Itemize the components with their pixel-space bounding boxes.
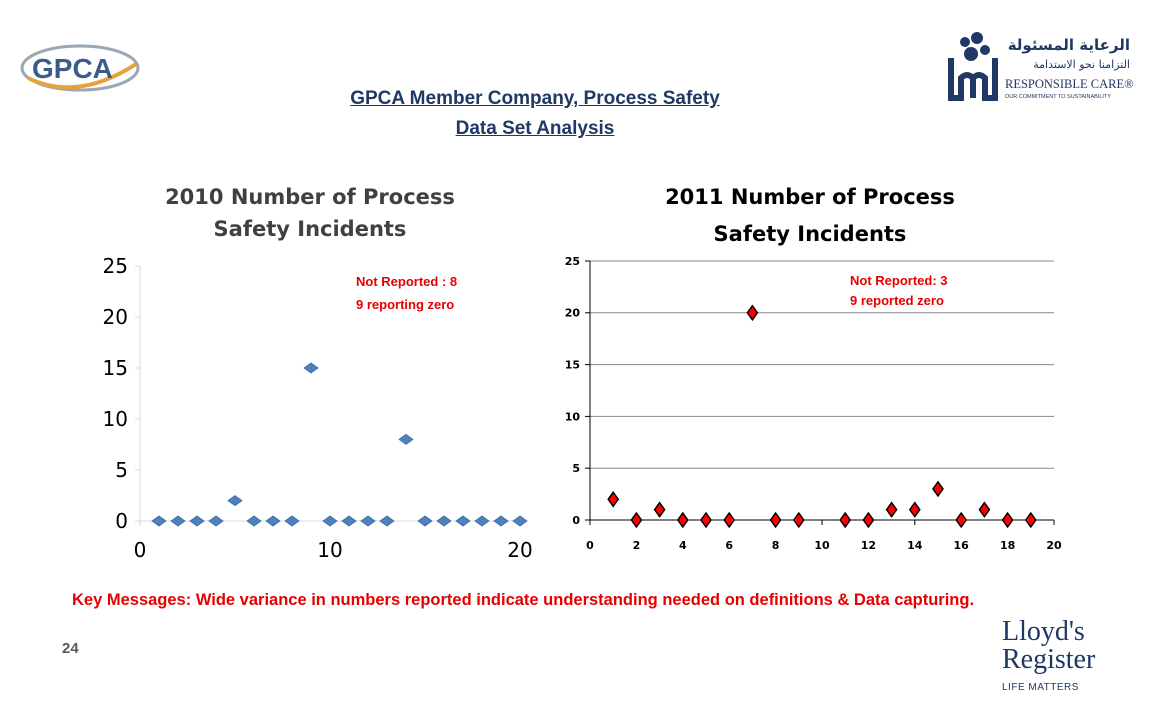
- svg-text:RESPONSIBLE CARE®: RESPONSIBLE CARE®: [1005, 77, 1134, 91]
- data-point-8: [792, 511, 805, 529]
- x-tick-label-3: 6: [725, 539, 733, 552]
- y-tick-label-3: 15: [103, 356, 128, 380]
- svg-text:OUR COMMITMENT TO SUSTAINABILI: OUR COMMITMENT TO SUSTAINABILITY: [1005, 94, 1111, 100]
- data-point-19: [512, 515, 528, 527]
- data-point-0: [151, 515, 167, 527]
- data-point-6: [746, 304, 759, 322]
- y-tick-label-3: 15: [565, 358, 580, 371]
- data-point-2: [653, 501, 666, 518]
- data-point-13: [932, 480, 944, 498]
- gpca-logo: GPCA: [18, 40, 143, 98]
- y-tick-label-2: 10: [565, 410, 581, 423]
- data-point-9: [839, 511, 852, 529]
- data-point-15: [978, 501, 991, 518]
- chart-2010-title-line1: 2010 Number of Process: [165, 185, 455, 209]
- y-tick-label-2: 10: [103, 407, 128, 431]
- data-point-7: [284, 515, 300, 527]
- x-tick-label-0: 0: [586, 539, 594, 552]
- responsible-care-logo: الرعاية المسئولة التزامنا نحو الاستدامة …: [945, 28, 1135, 104]
- data-point-10: [862, 511, 875, 529]
- y-tick-label-1: 5: [115, 458, 128, 482]
- x-tick-label-7: 14: [907, 539, 923, 552]
- data-point-3: [208, 515, 224, 527]
- y-tick-label-5: 25: [565, 255, 580, 268]
- y-tick-label-0: 0: [572, 514, 580, 527]
- data-point-16: [455, 515, 471, 527]
- x-tick-label-2: 4: [679, 539, 687, 552]
- data-point-14: [955, 511, 968, 529]
- svg-text:الرعاية المسئولة: الرعاية المسئولة: [1008, 36, 1130, 54]
- data-point-16: [1001, 511, 1014, 529]
- data-point-11: [885, 501, 898, 518]
- chart-2011-annotation-line2: 9 reported zero: [850, 293, 944, 308]
- x-tick-label-8: 16: [954, 539, 970, 552]
- page-number: 24: [62, 640, 79, 657]
- chart-2010-annotation-line1: Not Reported : 8: [356, 274, 457, 289]
- key-messages: Key Messages: Wide variance in numbers r…: [72, 591, 975, 609]
- x-tick-label-0: 0: [134, 538, 147, 562]
- chart-2010: 2010 Number of Process Safety Incidents …: [70, 170, 550, 565]
- data-point-15: [436, 515, 452, 527]
- svg-text:GPCA: GPCA: [32, 53, 113, 84]
- data-point-18: [493, 515, 509, 527]
- data-point-11: [360, 515, 376, 527]
- data-point-10: [341, 515, 357, 527]
- slide-title-line1: GPCA Member Company, Process Safety: [350, 88, 720, 109]
- x-tick-label-10: 20: [1046, 539, 1062, 552]
- data-point-4: [227, 495, 243, 507]
- svg-text:Register: Register: [1002, 644, 1096, 675]
- y-tick-label-4: 20: [103, 305, 128, 329]
- x-tick-label-9: 18: [1000, 539, 1015, 552]
- chart-2011-title-line2: Safety Incidents: [714, 222, 907, 246]
- data-point-2: [189, 515, 205, 527]
- svg-text:Lloyd's: Lloyd's: [1002, 616, 1085, 647]
- data-point-17: [474, 515, 490, 527]
- data-point-1: [630, 511, 643, 529]
- y-tick-label-5: 25: [103, 254, 128, 278]
- x-tick-label-1: 10: [317, 538, 342, 562]
- data-point-9: [322, 515, 338, 527]
- data-point-14: [417, 515, 433, 527]
- data-point-12: [908, 501, 921, 518]
- x-tick-label-6: 12: [861, 539, 876, 552]
- x-tick-label-4: 8: [772, 539, 780, 552]
- chart-2010-annotation-line2: 9 reporting zero: [356, 297, 454, 312]
- chart-2011: 2011 Number of Process Safety Incidents …: [555, 170, 1065, 565]
- chart-2011-title-line1: 2011 Number of Process: [665, 185, 955, 209]
- data-point-3: [676, 511, 689, 529]
- chart-2011-annotation-line1: Not Reported: 3: [850, 273, 948, 288]
- data-point-8: [303, 362, 319, 374]
- data-point-6: [265, 515, 281, 527]
- x-tick-label-5: 10: [814, 539, 830, 552]
- data-point-13: [398, 433, 414, 445]
- y-tick-label-0: 0: [115, 509, 128, 533]
- data-point-7: [769, 511, 782, 529]
- lloyds-register-logo: Lloyd's Register LIFE MATTERS: [998, 612, 1098, 696]
- slide-title-line2: Data Set Analysis: [455, 118, 615, 139]
- chart-2010-title-line2: Safety Incidents: [214, 217, 407, 241]
- data-point-1: [170, 515, 186, 527]
- x-tick-label-2: 20: [507, 538, 532, 562]
- x-tick-label-1: 2: [633, 539, 641, 552]
- data-point-4: [700, 511, 712, 529]
- data-point-5: [246, 515, 262, 527]
- data-point-17: [1024, 511, 1037, 529]
- data-point-12: [379, 515, 395, 527]
- data-point-5: [723, 511, 736, 529]
- y-tick-label-4: 20: [565, 307, 581, 320]
- y-tick-label-1: 5: [572, 462, 580, 475]
- data-point-0: [607, 490, 620, 508]
- svg-text:التزامنا نحو الاستدامة: التزامنا نحو الاستدامة: [1033, 58, 1130, 71]
- svg-text:LIFE MATTERS: LIFE MATTERS: [1002, 682, 1079, 693]
